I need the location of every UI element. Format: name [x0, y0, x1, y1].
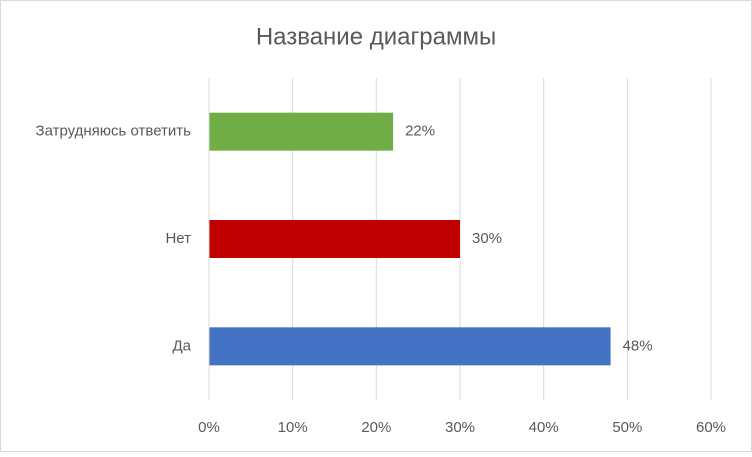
- x-tick-label: 20%: [361, 419, 391, 436]
- x-tick-label: 40%: [529, 419, 559, 436]
- bar: [209, 220, 460, 258]
- y-tick-label: Да: [172, 337, 191, 354]
- x-tick-label: 0%: [198, 419, 220, 436]
- data-label: 30%: [472, 230, 502, 247]
- data-label: 48%: [623, 337, 653, 354]
- y-tick-label: Затрудняюсь ответить: [36, 123, 192, 140]
- y-tick-label: Нет: [165, 230, 191, 247]
- data-label: 22%: [405, 123, 435, 140]
- chart-title: Название диаграммы: [256, 23, 496, 50]
- x-tick-label: 10%: [278, 419, 308, 436]
- bar: [209, 327, 611, 366]
- x-tick-label: 60%: [696, 419, 726, 436]
- x-tick-label: 50%: [612, 419, 642, 436]
- bar: [209, 112, 394, 151]
- x-tick-label: 30%: [445, 419, 475, 436]
